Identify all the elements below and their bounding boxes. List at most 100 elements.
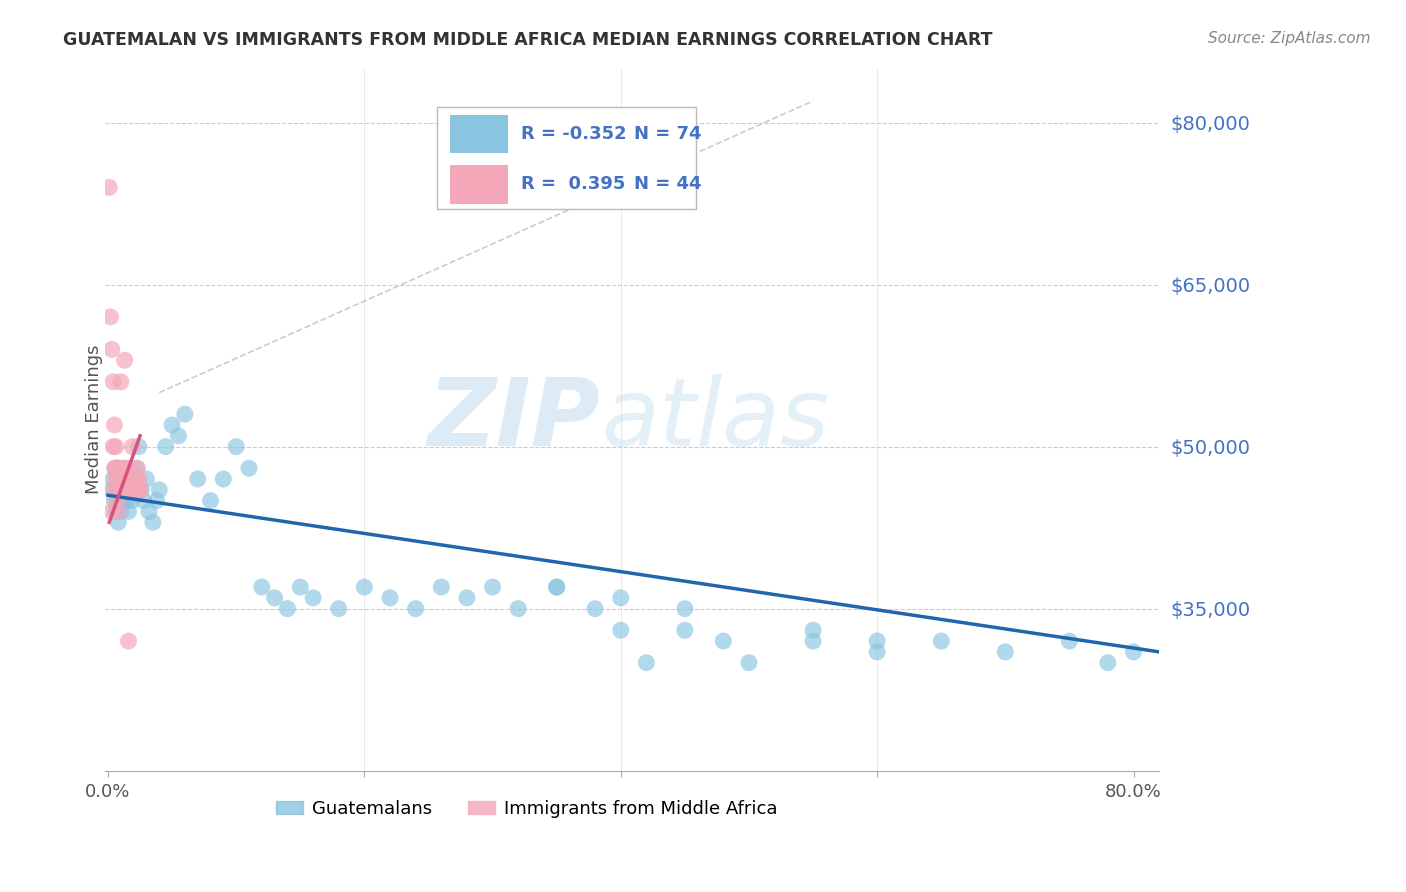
Point xyxy=(481,580,503,594)
Text: N = 44: N = 44 xyxy=(634,176,702,194)
Point xyxy=(114,353,136,368)
Point xyxy=(110,375,132,389)
Point xyxy=(127,461,149,475)
Point xyxy=(103,493,125,508)
Point xyxy=(115,472,138,486)
Point xyxy=(135,472,157,486)
Point xyxy=(108,483,131,497)
Point xyxy=(128,472,150,486)
Point xyxy=(108,461,131,475)
Point xyxy=(129,483,152,497)
Point xyxy=(107,461,129,475)
Point xyxy=(107,504,129,518)
Point xyxy=(112,483,135,497)
Point xyxy=(117,483,139,497)
Point xyxy=(101,375,124,389)
Point xyxy=(138,504,160,518)
Point xyxy=(250,580,273,594)
Point xyxy=(508,601,530,615)
Point xyxy=(125,472,148,486)
Point xyxy=(108,493,131,508)
Point xyxy=(112,483,135,497)
Point xyxy=(238,461,260,475)
Point xyxy=(801,624,824,638)
Point xyxy=(583,601,606,615)
Point xyxy=(801,634,824,648)
Point xyxy=(114,461,136,475)
Point xyxy=(546,580,568,594)
Point xyxy=(673,624,696,638)
Point xyxy=(1122,645,1144,659)
Point xyxy=(132,493,155,508)
Point xyxy=(114,472,136,486)
Point xyxy=(610,591,633,605)
Point xyxy=(101,483,124,497)
Point xyxy=(673,601,696,615)
Point xyxy=(145,493,167,508)
Point xyxy=(200,493,222,508)
Point xyxy=(610,624,633,638)
Point xyxy=(118,461,141,475)
Point xyxy=(353,580,375,594)
Text: R = -0.352: R = -0.352 xyxy=(520,125,626,143)
Y-axis label: Median Earnings: Median Earnings xyxy=(86,345,103,494)
Point xyxy=(107,472,129,486)
Point xyxy=(120,483,142,497)
Point xyxy=(118,483,141,497)
Point xyxy=(115,472,138,486)
Point xyxy=(103,417,125,432)
Point xyxy=(105,493,128,508)
Point xyxy=(263,591,285,605)
Point xyxy=(125,461,148,475)
Point xyxy=(430,580,453,594)
Point xyxy=(124,483,146,497)
Point xyxy=(103,483,125,497)
Point xyxy=(1059,634,1081,648)
Point xyxy=(187,472,209,486)
Point xyxy=(122,483,145,497)
Point xyxy=(866,645,889,659)
Text: R =  0.395: R = 0.395 xyxy=(520,176,624,194)
FancyBboxPatch shape xyxy=(450,114,508,153)
Point xyxy=(103,461,125,475)
Point xyxy=(101,504,124,518)
Point xyxy=(117,634,139,648)
Point xyxy=(636,656,658,670)
Point xyxy=(929,634,952,648)
Point xyxy=(378,591,401,605)
Point xyxy=(142,515,165,529)
FancyBboxPatch shape xyxy=(437,107,696,209)
Text: GUATEMALAN VS IMMIGRANTS FROM MIDDLE AFRICA MEDIAN EARNINGS CORRELATION CHART: GUATEMALAN VS IMMIGRANTS FROM MIDDLE AFR… xyxy=(63,31,993,49)
Point xyxy=(108,472,131,486)
Point xyxy=(290,580,312,594)
Point xyxy=(120,472,142,486)
Point xyxy=(105,483,128,497)
Point xyxy=(131,483,153,497)
Point xyxy=(994,645,1017,659)
Point xyxy=(1097,656,1119,670)
Point xyxy=(120,472,142,486)
Point xyxy=(115,493,138,508)
Point xyxy=(125,472,148,486)
Point xyxy=(302,591,325,605)
Point xyxy=(110,472,132,486)
Point xyxy=(115,483,138,497)
Point xyxy=(174,407,197,421)
Point xyxy=(107,472,129,486)
Point xyxy=(111,483,134,497)
Point xyxy=(738,656,761,670)
Text: N = 74: N = 74 xyxy=(634,125,702,143)
Point xyxy=(121,493,143,508)
Point xyxy=(128,440,150,454)
Point xyxy=(98,180,121,194)
Point xyxy=(276,601,298,615)
Point xyxy=(104,472,127,486)
Point xyxy=(111,483,134,497)
Point xyxy=(101,472,124,486)
FancyBboxPatch shape xyxy=(450,165,508,203)
Point xyxy=(112,461,135,475)
Text: Source: ZipAtlas.com: Source: ZipAtlas.com xyxy=(1208,31,1371,46)
Point xyxy=(328,601,350,615)
Point xyxy=(167,429,190,443)
Text: ZIP: ZIP xyxy=(427,374,600,466)
